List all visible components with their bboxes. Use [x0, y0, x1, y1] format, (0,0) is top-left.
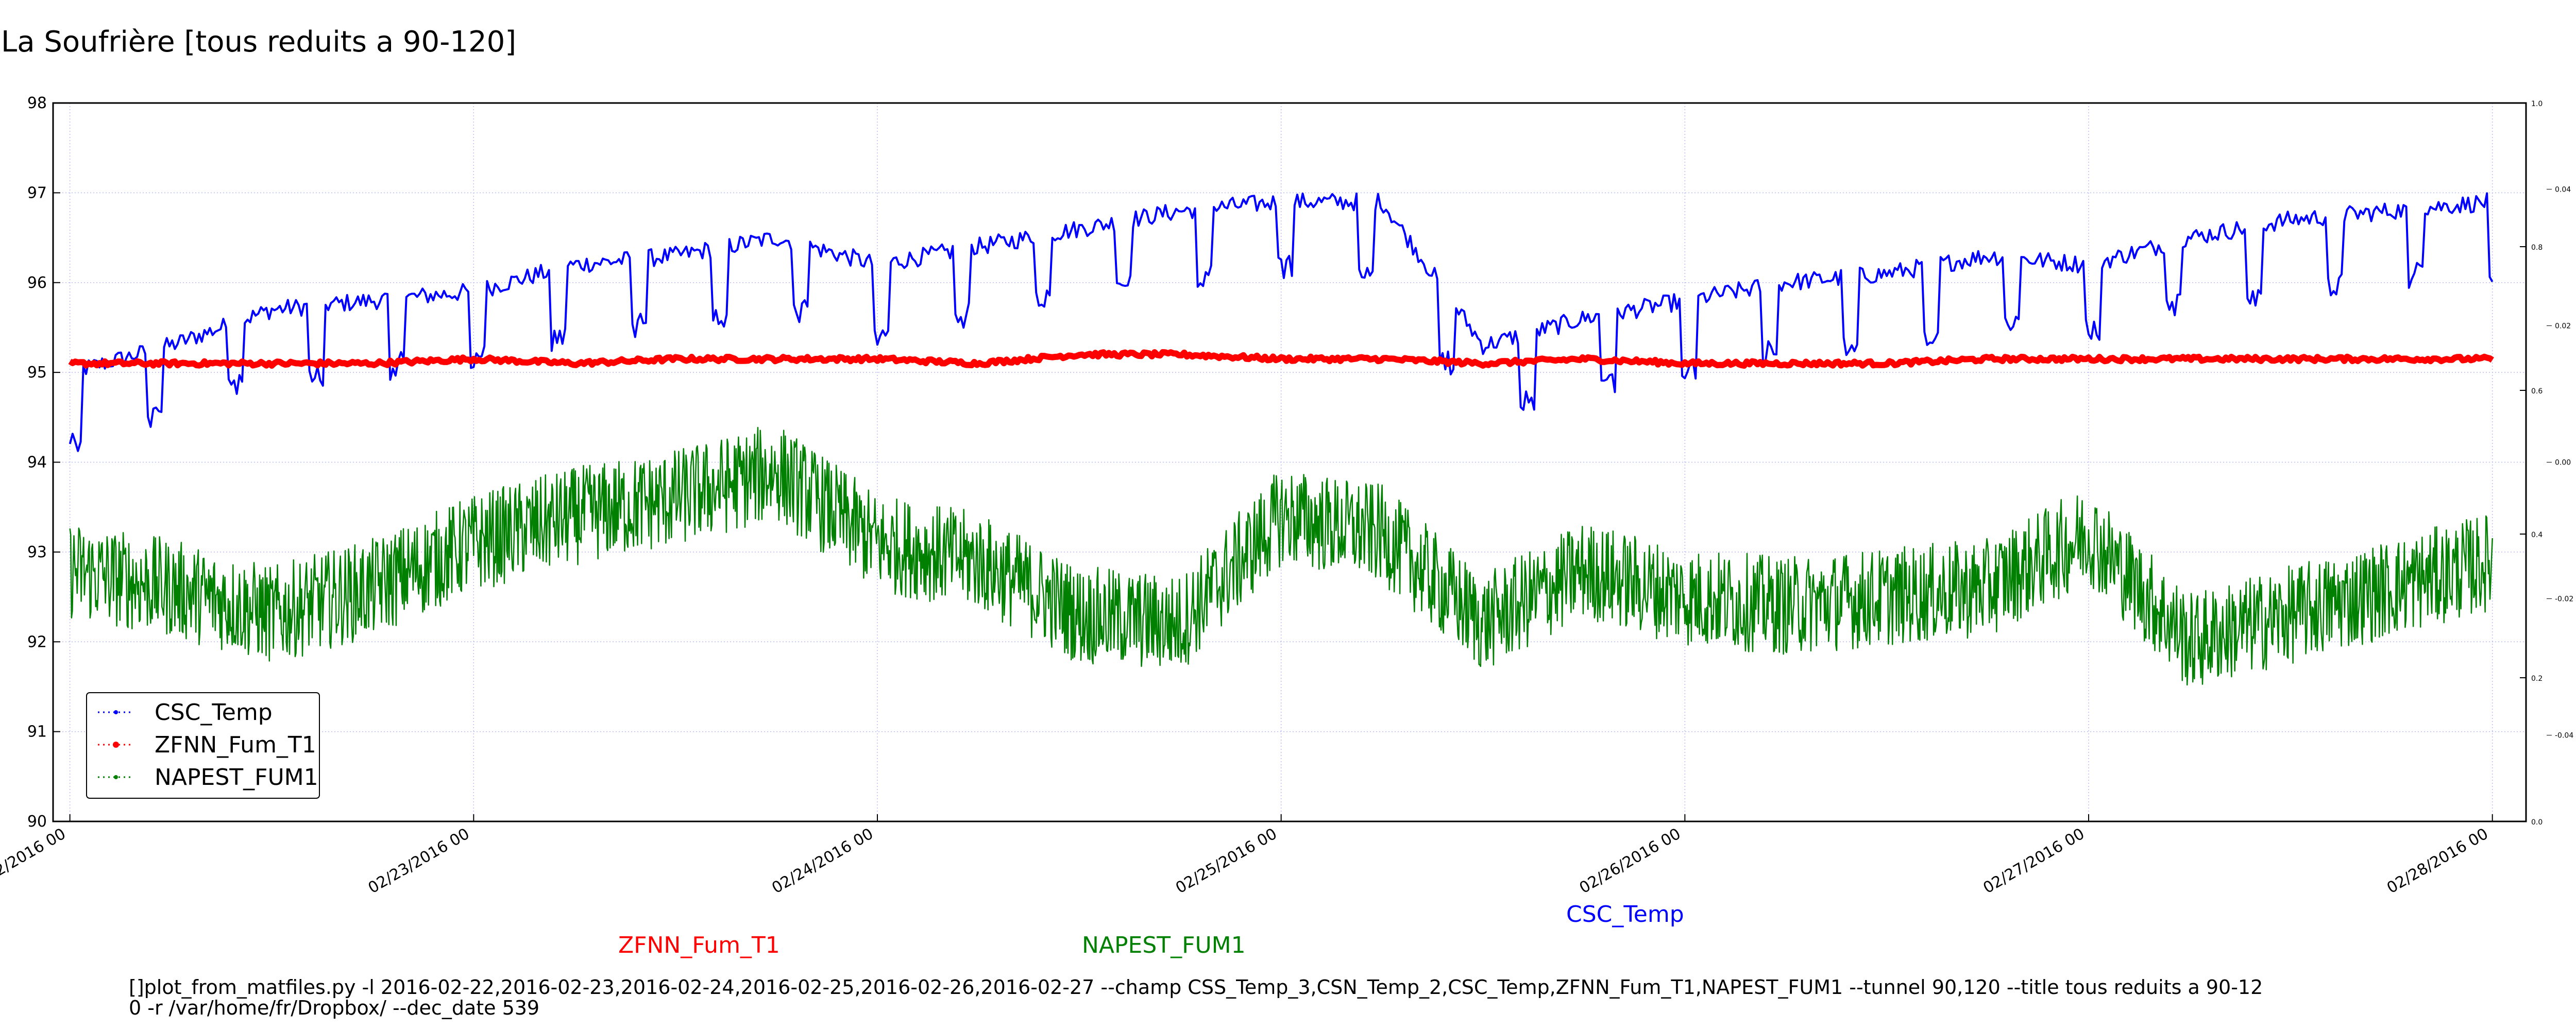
right-tick-label: 0.8 [2531, 244, 2543, 252]
command-line-1: []plot_from_matfiles.py -l 2016-02-22,20… [129, 976, 2263, 999]
y-tick-label: 93 [27, 543, 47, 561]
inner-right-tick-label: 0.00 [2555, 459, 2571, 467]
y-tick-label: 95 [27, 364, 47, 382]
legend-marker-zfnn-fum-t1 [113, 742, 119, 748]
y-tick-label: 90 [27, 813, 47, 831]
legend-marker-csc-temp [114, 710, 118, 714]
right-tick-label: 0.2 [2531, 675, 2543, 683]
y-tick-label: 97 [27, 184, 47, 202]
series-napest-fum1 [69, 426, 2493, 686]
legend-entry-zfnn-fum-t1: ZFNN_Fum_T1 [98, 732, 316, 758]
legend-entry-csc-temp: CSC_Temp [98, 699, 273, 726]
series-csc-temp [69, 192, 2494, 452]
inner-right-tick-label: -0.04 [2555, 732, 2573, 740]
x-tick-label: 02/27/2016 00 [1980, 825, 2088, 898]
series-zfnn-fum-t1 [68, 349, 2494, 369]
grid-lines [53, 102, 2526, 822]
chart-title: La Soufrière [tous reduits a 90-120] [1, 25, 516, 59]
x-tick-label: 02/22/2016 00 [0, 825, 69, 898]
series-line [69, 192, 2494, 452]
x-tick-label: 02/24/2016 00 [769, 825, 876, 898]
series-line [69, 426, 2493, 686]
legend-marker-napest-fum1 [114, 775, 118, 779]
x-tick-label: 02/23/2016 00 [365, 825, 473, 898]
right-tick-label: 0.6 [2531, 387, 2543, 396]
inner-right-tick-label: -0.02 [2555, 595, 2573, 604]
right-tick-label: 0.4 [2531, 531, 2543, 539]
command-line-2: 0 -r /var/home/fr/Dropbox/ --dec_date 53… [129, 997, 539, 1019]
y-tick-label: 91 [27, 723, 47, 741]
inner-right-tick-label: 0.04 [2555, 185, 2571, 194]
series-line [68, 349, 2494, 369]
y-tick-label: 94 [27, 454, 47, 472]
legend-box [86, 692, 320, 799]
legend: CSC_Temp ZFNN_Fum_T1 NAPEST_FUM1 [86, 692, 320, 799]
legend-label-napest-fum1: NAPEST_FUM1 [155, 764, 318, 791]
right-tick-label: 1.0 [2531, 100, 2543, 108]
series-label-zfnn-fum-t1: ZFNN_Fum_T1 [618, 932, 780, 958]
right-tick-label: 0.0 [2531, 818, 2543, 827]
y-tick-label: 96 [27, 274, 47, 292]
series-label-csc-temp: CSC_Temp [1566, 901, 1684, 928]
x-tick-label: 02/25/2016 00 [1173, 825, 1280, 898]
legend-label-zfnn-fum-t1: ZFNN_Fum_T1 [155, 732, 316, 758]
legend-label-csc-temp: CSC_Temp [155, 699, 273, 726]
x-tick-label: 02/26/2016 00 [1577, 825, 1684, 898]
x-tick-label: 02/28/2016 00 [2384, 825, 2492, 898]
series-label-napest-fum1: NAPEST_FUM1 [1082, 932, 1246, 958]
legend-entry-napest-fum1: NAPEST_FUM1 [98, 764, 318, 791]
series-layer [68, 192, 2494, 686]
y-tick-label: 92 [27, 633, 47, 651]
y-tick-label: 98 [27, 94, 47, 112]
inner-right-tick-label: 0.02 [2555, 322, 2571, 330]
